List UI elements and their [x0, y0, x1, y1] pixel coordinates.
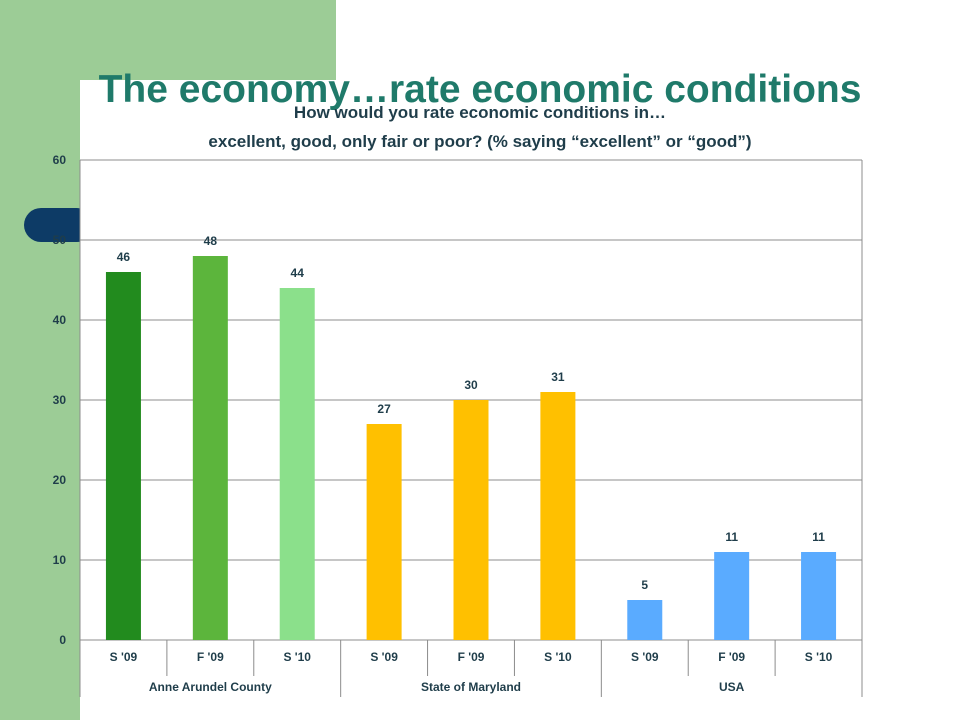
bar	[714, 552, 750, 640]
x-tick-label: S '09	[370, 650, 398, 664]
group-label: USA	[719, 680, 745, 694]
bar	[627, 600, 663, 640]
data-label: 31	[551, 370, 565, 384]
x-tick-label: S '10	[805, 650, 833, 664]
top-accent-block	[80, 0, 336, 80]
bar	[453, 400, 489, 640]
x-tick-label: F '09	[458, 650, 485, 664]
x-tick-label: S '09	[631, 650, 659, 664]
x-tick-label: F '09	[197, 650, 224, 664]
x-tick-label: F '09	[718, 650, 745, 664]
data-label: 30	[464, 378, 478, 392]
y-tick-label: 30	[53, 393, 67, 407]
data-label: 27	[377, 402, 391, 416]
data-label: 48	[204, 234, 218, 248]
y-tick-label: 20	[53, 473, 67, 487]
y-tick-label: 0	[59, 633, 66, 647]
y-tick-label: 50	[53, 233, 67, 247]
bar	[366, 424, 402, 640]
slide-title: The economy…rate economic conditions	[98, 68, 862, 111]
x-tick-label: S '10	[283, 650, 311, 664]
data-label: 11	[725, 530, 738, 544]
chart-subtitle-line-1: How would you rate economic conditions i…	[293, 103, 667, 122]
data-label: 11	[812, 530, 825, 544]
group-label: Anne Arundel County	[149, 680, 272, 694]
bar	[105, 272, 141, 640]
x-tick-label: S '09	[110, 650, 138, 664]
x-tick-label: S '10	[544, 650, 572, 664]
data-label: 44	[291, 266, 305, 280]
y-tick-label: 60	[53, 153, 67, 167]
chart-subtitle-line-2: excellent, good, only fair or poor? (% s…	[208, 132, 752, 151]
data-label: 46	[117, 250, 131, 264]
bar	[801, 552, 837, 640]
group-label: State of Maryland	[421, 680, 521, 694]
bar	[540, 392, 576, 640]
bar	[192, 256, 228, 640]
left-accent-bar	[0, 0, 80, 720]
y-tick-label: 10	[53, 553, 67, 567]
bar	[279, 288, 315, 640]
data-label: 5	[641, 578, 648, 592]
y-tick-label: 40	[53, 313, 67, 327]
